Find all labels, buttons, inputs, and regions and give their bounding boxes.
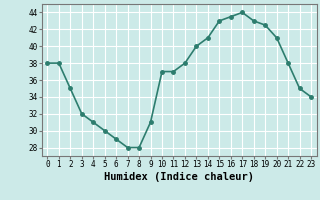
- X-axis label: Humidex (Indice chaleur): Humidex (Indice chaleur): [104, 172, 254, 182]
